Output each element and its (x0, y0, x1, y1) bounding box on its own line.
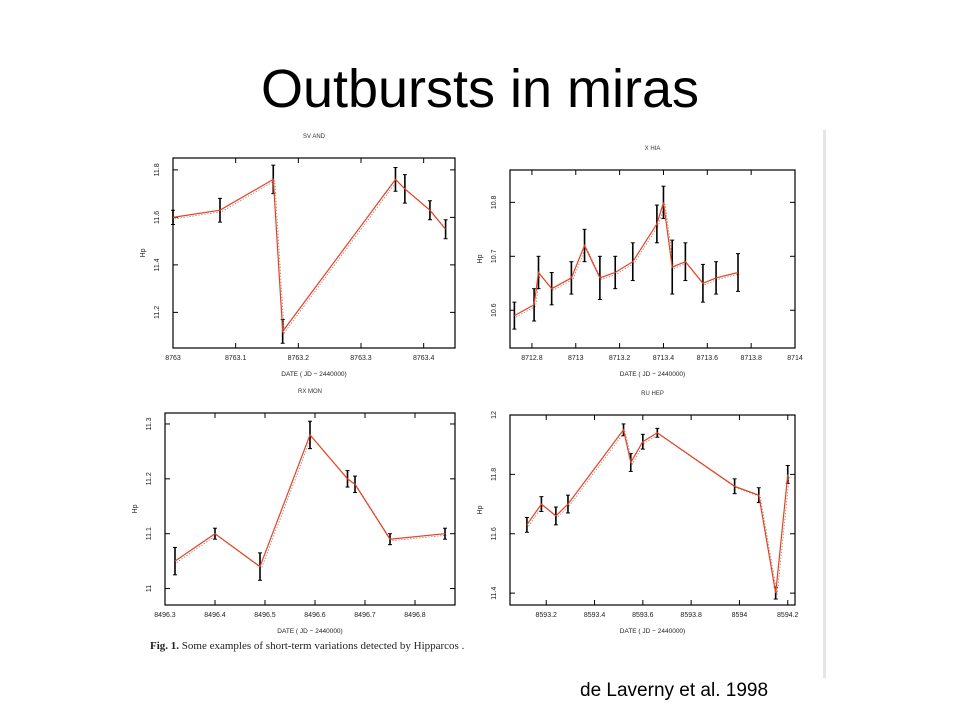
y-tick-label: 11.2 (146, 472, 153, 485)
chart-x-hia: X HIA 8712.8 8713 8713.2 8713.4 8713.6 8713.8 8… (477, 146, 803, 378)
x-tick-label: 8714 (787, 355, 803, 362)
plot-frame (164, 412, 456, 606)
y-axis-label: Hp (477, 505, 484, 514)
panel-title: RX MON (298, 389, 322, 395)
y-axis-label: Hp (477, 254, 484, 263)
slide-title: Outbursts in miras (260, 59, 700, 119)
dotted-trace (515, 203, 740, 318)
y-tick-label: 10.6 (491, 303, 498, 317)
x-tick-label: 8712.8 (521, 355, 543, 362)
y-tick-label: 11.6 (154, 211, 161, 224)
x-tick-label: 8763.3 (350, 355, 372, 362)
panel-title: X HIA (645, 146, 661, 152)
figure-edge (823, 130, 826, 678)
plot-frame (172, 157, 456, 349)
panel-title: RU HEP (641, 391, 664, 397)
y-tick-label: 11.2 (154, 306, 161, 319)
y-tick-label: 11.6 (491, 527, 498, 540)
y-tick-label: 10.7 (491, 249, 498, 263)
x-tick-label: 8713.2 (609, 355, 631, 362)
x-tick-label: 8763.4 (413, 355, 435, 362)
x-tick-label: 8713.4 (653, 355, 675, 362)
y-tick-label: 11.8 (154, 163, 161, 176)
chart-rx-mon: RX MON 8496.3 8496.4 8496.5 8496.6 8496.7 8496… (132, 389, 456, 635)
y-tick-label: 11.8 (491, 468, 498, 481)
x-tick-label: 8713 (568, 355, 584, 362)
x-tick-label: 8763.1 (225, 355, 247, 362)
y-tick-label: 10.8 (491, 195, 498, 209)
x-tick-label: 8593.8 (680, 612, 702, 619)
x-axis-label: DATE ( JD − 2440000) (277, 628, 342, 635)
x-axis-label: DATE ( JD − 2440000) (620, 371, 685, 378)
x-tick-label: 8594.2 (777, 612, 799, 619)
y-tick-label: 11.1 (146, 527, 153, 540)
y-tick-label: 11 (146, 585, 153, 592)
chart-ru-hep: RU HEP 8593.2 8593.4 8593.6 8593.8 8594 8594.2… (477, 391, 799, 635)
dotted-trace (176, 435, 447, 569)
data-line (174, 433, 446, 568)
x-axis-label: DATE ( JD − 2440000) (281, 371, 346, 378)
plot-frame (509, 169, 796, 349)
x-tick-label: 8594 (732, 612, 748, 619)
x-tick-label: 8496.4 (204, 612, 226, 619)
x-tick-label: 8763.2 (288, 355, 310, 362)
plot-frame (509, 414, 796, 606)
y-tick-label: 11.4 (154, 258, 161, 271)
x-tick-label: 8496.3 (154, 612, 176, 619)
x-tick-label: 8496.8 (404, 612, 426, 619)
figure-panel (130, 130, 825, 678)
x-tick-label: 8593.2 (536, 612, 558, 619)
x-tick-label: 8496.5 (254, 612, 276, 619)
citation: de Laverny et al. 1998 (580, 680, 769, 701)
x-tick-label: 8713.8 (740, 355, 762, 362)
x-tick-label: 8496.7 (354, 612, 376, 619)
y-axis-label: Hp (140, 248, 147, 257)
dotted-trace (174, 180, 448, 335)
caption-text: Some examples of short-term variations d… (181, 640, 465, 652)
panel-title: SV AND (303, 134, 326, 140)
y-tick-label: 12 (491, 411, 498, 419)
x-tick-label: 8713.6 (697, 355, 719, 362)
y-tick-label: 11.4 (491, 586, 498, 599)
dotted-trace (528, 430, 790, 595)
y-axis-label: Hp (132, 504, 139, 513)
x-axis-label: DATE ( JD − 2440000) (620, 628, 685, 635)
data-line (172, 178, 447, 334)
x-tick-label: 8593.4 (584, 612, 606, 619)
data-line (514, 202, 739, 317)
x-tick-label: 8593.6 (632, 612, 654, 619)
x-tick-label: 8496.6 (304, 612, 326, 619)
y-tick-label: 11.3 (146, 417, 153, 430)
caption-label: Fig. 1. (150, 640, 180, 652)
figure-caption: Fig. 1. Some examples of short-term vari… (150, 640, 464, 652)
data-line (526, 428, 789, 594)
x-tick-label: 8763 (165, 355, 181, 362)
chart-sv-and: SV AND 8763 8763.1 8763.2 8763.3 8763.4 11.2 11… (140, 134, 456, 378)
